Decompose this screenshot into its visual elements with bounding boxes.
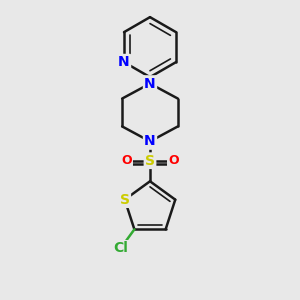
Text: S: S <box>145 154 155 168</box>
Text: O: O <box>168 154 179 167</box>
Text: N: N <box>118 55 130 69</box>
Text: N: N <box>144 76 156 91</box>
Text: N: N <box>144 134 156 148</box>
Text: S: S <box>120 193 130 207</box>
Text: O: O <box>121 154 132 167</box>
Text: Cl: Cl <box>113 242 128 255</box>
